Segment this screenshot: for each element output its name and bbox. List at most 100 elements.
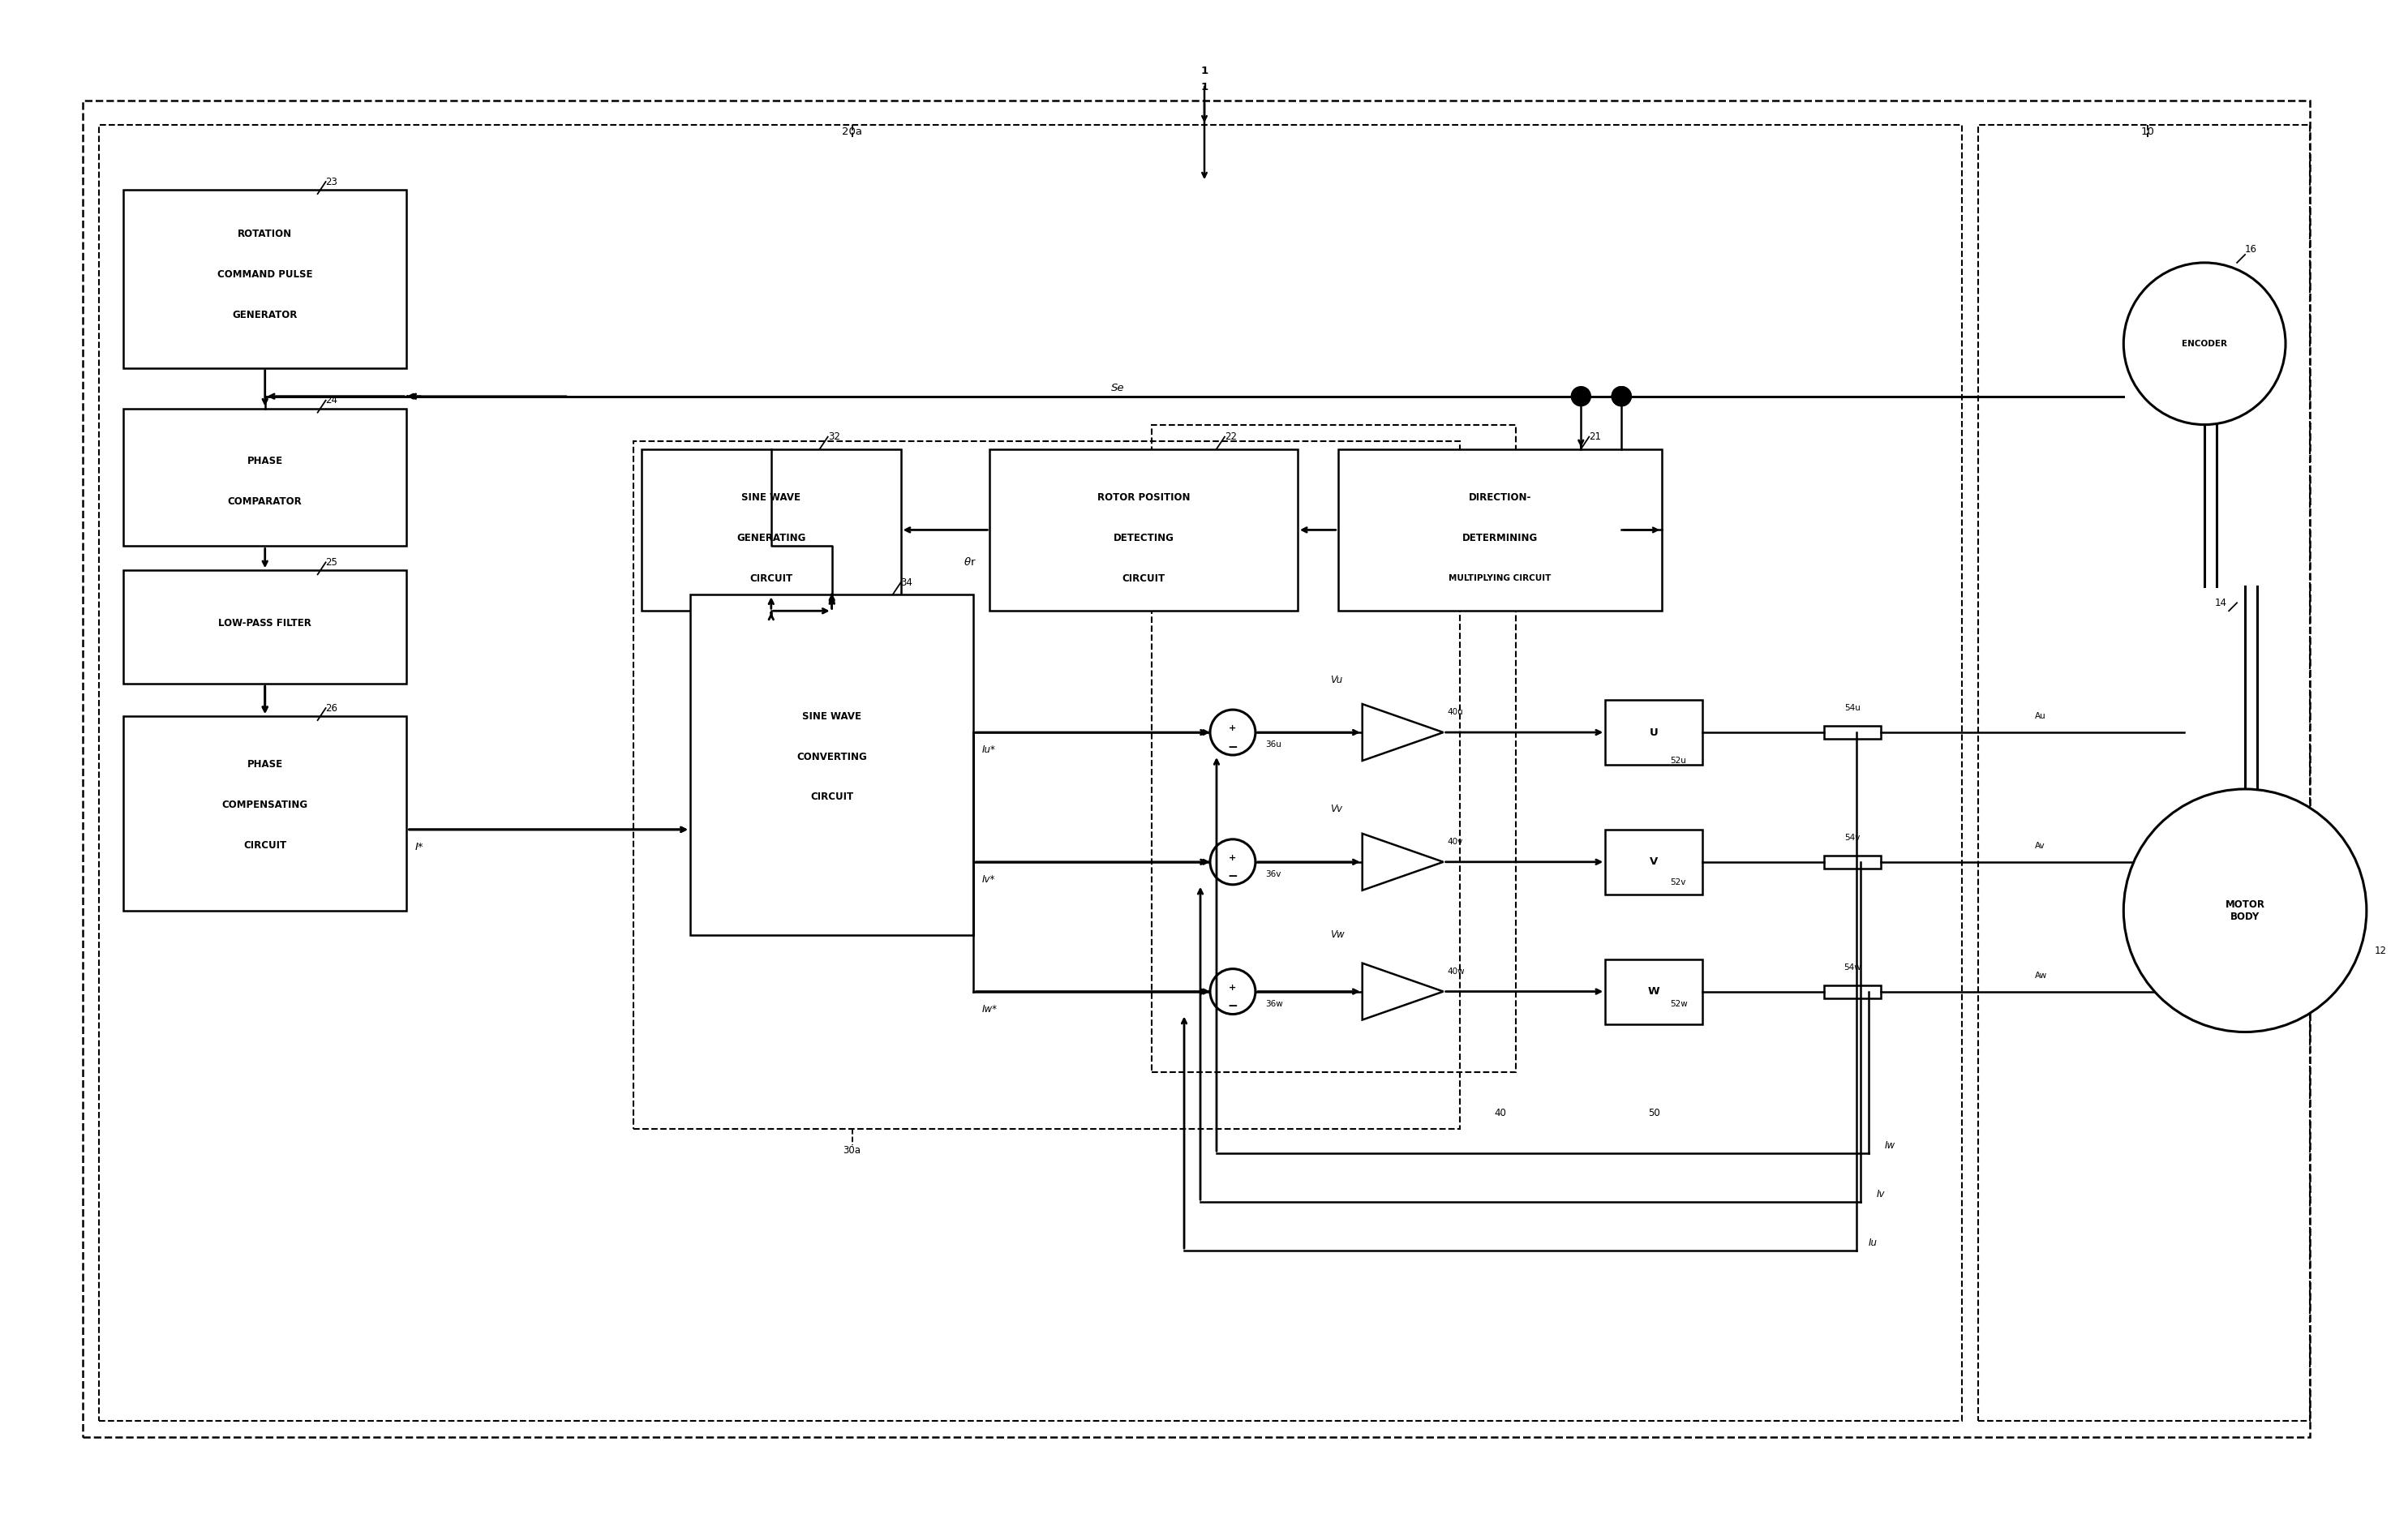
Polygon shape — [1363, 963, 1442, 1019]
Polygon shape — [1363, 834, 1442, 890]
FancyBboxPatch shape — [1339, 450, 1662, 611]
Text: GENERATING: GENERATING — [737, 533, 807, 544]
Text: ROTATION: ROTATION — [238, 229, 291, 240]
Text: −: − — [1228, 1000, 1238, 1012]
Text: Iu: Iu — [1869, 1238, 1878, 1247]
Text: Av: Av — [2035, 842, 2044, 849]
Text: +: + — [1228, 854, 1235, 861]
Text: 36v: 36v — [1264, 870, 1281, 878]
Text: DETECTING: DETECTING — [1112, 533, 1175, 544]
Text: COMPARATOR: COMPARATOR — [229, 497, 301, 507]
FancyBboxPatch shape — [1606, 829, 1702, 895]
Text: 20a: 20a — [843, 126, 862, 137]
Text: Vv: Vv — [1329, 804, 1341, 814]
Text: Se: Se — [1110, 383, 1125, 393]
Text: COMMAND PULSE: COMMAND PULSE — [217, 269, 313, 279]
Text: CIRCUIT: CIRCUIT — [811, 791, 852, 802]
Text: Aw: Aw — [2035, 971, 2047, 980]
Text: DIRECTION-: DIRECTION- — [1469, 492, 1531, 503]
Text: 40w: 40w — [1447, 968, 1464, 975]
Text: ROTOR POSITION: ROTOR POSITION — [1098, 492, 1190, 503]
Text: 36w: 36w — [1264, 1000, 1283, 1007]
Text: PHASE: PHASE — [248, 456, 282, 466]
Text: 1: 1 — [1202, 82, 1209, 93]
Text: U: U — [1649, 728, 1659, 738]
Text: Vw: Vw — [1329, 930, 1344, 940]
FancyBboxPatch shape — [641, 450, 901, 611]
FancyBboxPatch shape — [1606, 958, 1702, 1024]
Text: 23: 23 — [325, 176, 337, 187]
Polygon shape — [1363, 703, 1442, 761]
Text: GENERATOR: GENERATOR — [234, 310, 299, 321]
Text: SINE WAVE: SINE WAVE — [802, 711, 862, 722]
Text: Iw*: Iw* — [982, 1004, 997, 1015]
Text: 52v: 52v — [1671, 878, 1686, 886]
Text: V: V — [1649, 857, 1659, 867]
Text: 40: 40 — [1493, 1107, 1505, 1118]
FancyBboxPatch shape — [691, 595, 973, 934]
Text: 14: 14 — [2215, 597, 2227, 608]
Text: Vu: Vu — [1329, 674, 1341, 685]
Text: CIRCUIT: CIRCUIT — [1122, 573, 1165, 583]
Text: $\theta$r: $\theta$r — [963, 556, 975, 568]
Text: +: + — [1228, 983, 1235, 992]
Text: CIRCUIT: CIRCUIT — [243, 840, 287, 851]
Text: 52w: 52w — [1671, 1000, 1688, 1007]
Text: +: + — [1228, 725, 1235, 732]
Text: Iu*: Iu* — [982, 744, 995, 755]
Text: CONVERTING: CONVERTING — [797, 752, 867, 763]
Text: Iv*: Iv* — [982, 873, 995, 884]
Text: MULTIPLYING CIRCUIT: MULTIPLYING CIRCUIT — [1450, 574, 1551, 583]
Text: 40v: 40v — [1447, 837, 1464, 846]
Text: 24: 24 — [325, 395, 337, 406]
Text: 32: 32 — [828, 431, 840, 442]
Text: 1: 1 — [1202, 65, 1209, 76]
Text: 50: 50 — [1647, 1107, 1659, 1118]
Text: 34: 34 — [901, 577, 913, 588]
Text: MOTOR
BODY: MOTOR BODY — [2225, 899, 2266, 922]
Text: W: W — [1647, 986, 1659, 996]
Text: 16: 16 — [2244, 245, 2256, 255]
Text: SINE WAVE: SINE WAVE — [742, 492, 802, 503]
FancyBboxPatch shape — [990, 450, 1298, 611]
Text: PHASE: PHASE — [248, 760, 282, 770]
Circle shape — [1211, 709, 1255, 755]
Text: 54u: 54u — [1845, 703, 1861, 712]
Text: −: − — [1228, 870, 1238, 883]
Text: Iv: Iv — [1876, 1189, 1885, 1198]
Text: 26: 26 — [325, 703, 337, 714]
Text: Au: Au — [2035, 712, 2047, 720]
Text: 10: 10 — [2141, 126, 2155, 137]
FancyBboxPatch shape — [1823, 984, 1881, 998]
FancyBboxPatch shape — [1823, 855, 1881, 869]
Text: −: − — [1228, 741, 1238, 753]
Text: 30a: 30a — [843, 1145, 862, 1156]
Text: 25: 25 — [325, 557, 337, 568]
Text: COMPENSATING: COMPENSATING — [222, 801, 308, 811]
Text: 54w: 54w — [1845, 963, 1861, 971]
FancyBboxPatch shape — [1606, 700, 1702, 764]
Circle shape — [1211, 969, 1255, 1015]
Text: 21: 21 — [1589, 431, 1601, 442]
Text: ENCODER: ENCODER — [2182, 340, 2227, 348]
FancyBboxPatch shape — [123, 571, 407, 684]
Text: LOW-PASS FILTER: LOW-PASS FILTER — [219, 618, 311, 629]
Circle shape — [1611, 387, 1630, 406]
Circle shape — [1572, 387, 1592, 406]
FancyBboxPatch shape — [123, 409, 407, 547]
Text: 40u: 40u — [1447, 708, 1464, 715]
Text: DETERMINING: DETERMINING — [1462, 533, 1539, 544]
Circle shape — [2124, 263, 2285, 425]
Circle shape — [2124, 788, 2367, 1031]
Text: CIRCUIT: CIRCUIT — [749, 573, 792, 583]
Text: 36u: 36u — [1264, 740, 1281, 749]
Text: 22: 22 — [1226, 431, 1238, 442]
Text: I*: I* — [414, 842, 424, 852]
Text: Iw: Iw — [1885, 1141, 1895, 1150]
Circle shape — [1611, 387, 1630, 406]
FancyBboxPatch shape — [123, 190, 407, 368]
Text: 54v: 54v — [1845, 834, 1859, 842]
Text: 52u: 52u — [1671, 756, 1686, 764]
Text: 12: 12 — [2374, 946, 2386, 957]
FancyBboxPatch shape — [123, 715, 407, 910]
